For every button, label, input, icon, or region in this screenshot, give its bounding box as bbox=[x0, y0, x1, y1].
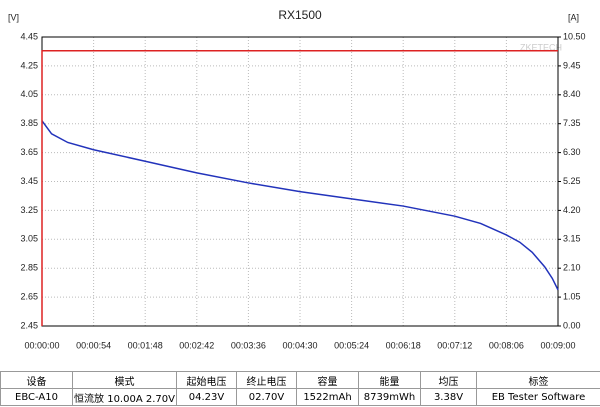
table-cell: 8739mWh bbox=[358, 388, 421, 406]
y-tick-label: 2.85 bbox=[20, 263, 38, 273]
info-table: 设备 模式 起始电压 终止电压 容量 能量 均压 标签 EBC-A10 恒流放 10.00A 2… bbox=[0, 371, 600, 406]
table-cell: 1522mAh bbox=[296, 388, 359, 406]
x-tick-label: 00:06:18 bbox=[386, 340, 421, 350]
y-tick-label: 2.45 bbox=[20, 320, 38, 330]
series-line bbox=[41, 120, 559, 291]
watermark: ZKETECH bbox=[520, 42, 562, 52]
y-tick-label: 2.65 bbox=[20, 291, 38, 301]
data-row: EBC-A10 恒流放 10.00A 2.70V 04.23V 02.70V 1522m… bbox=[0, 388, 600, 406]
y-tick-label: 4.05 bbox=[20, 89, 38, 99]
chart-title: RX1500 bbox=[278, 8, 322, 22]
x-tick-label: 00:00:00 bbox=[24, 340, 59, 350]
y2-tick-label: 5.25 bbox=[563, 176, 581, 186]
table-cell: 3.38V bbox=[420, 388, 477, 406]
x-tick-label: 00:07:12 bbox=[437, 340, 472, 350]
table-cell: 标签 bbox=[476, 371, 600, 389]
table-cell: 起始电压 bbox=[176, 371, 237, 389]
x-tick-label: 00:05:24 bbox=[334, 340, 369, 350]
table-cell: 恒流放 10.00A 2.70V bbox=[72, 388, 177, 406]
x-tick-label: 00:01:48 bbox=[128, 340, 163, 350]
y2-tick-label: 4.20 bbox=[563, 205, 581, 215]
table-cell: EB Tester Software bbox=[476, 388, 600, 406]
y-tick-label: 3.05 bbox=[20, 234, 38, 244]
y-tick-label: 4.25 bbox=[20, 60, 38, 70]
table-cell: EBC-A10 bbox=[0, 388, 73, 406]
table-cell: 容量 bbox=[296, 371, 359, 389]
series-line bbox=[41, 50, 558, 326]
chart: RX1500 [V] [A] ZKETECH 00:00:00 00:00:54 0… bbox=[8, 8, 586, 350]
y2-tick-label: 2.10 bbox=[563, 263, 581, 273]
y2-tick-label: 3.15 bbox=[563, 234, 581, 244]
y2-tick-label: 1.05 bbox=[563, 291, 581, 301]
x-tick-label: 00:09:00 bbox=[540, 340, 575, 350]
y-tick-label: 3.85 bbox=[20, 118, 38, 128]
y2-tick-label: 9.45 bbox=[563, 60, 581, 70]
y-tick-label: 3.65 bbox=[20, 147, 38, 157]
y-tick-label: 4.45 bbox=[20, 31, 38, 41]
table-cell: 终止电压 bbox=[236, 371, 297, 389]
y-tick-label: 3.45 bbox=[20, 176, 38, 186]
y2-axis-label: [A] bbox=[568, 12, 579, 22]
y2-tick-label: 10.50 bbox=[563, 31, 586, 41]
y-axis-label: [V] bbox=[8, 12, 19, 22]
x-tick-label: 00:04:30 bbox=[282, 340, 317, 350]
x-tick-label: 00:02:42 bbox=[179, 340, 214, 350]
table-cell: 能量 bbox=[358, 371, 421, 389]
y2-tick-label: 7.35 bbox=[563, 118, 581, 128]
y2-tick-label: 6.30 bbox=[563, 147, 581, 157]
x-tick-label: 00:08:06 bbox=[489, 340, 524, 350]
table-cell: 02.70V bbox=[236, 388, 297, 406]
x-tick-label: 00:03:36 bbox=[231, 340, 266, 350]
table-cell: 模式 bbox=[72, 371, 177, 389]
table-cell: 均压 bbox=[420, 371, 477, 389]
y2-tick-label: 0.00 bbox=[563, 320, 581, 330]
y-tick-label: 3.25 bbox=[20, 205, 38, 215]
x-tick-label: 00:00:54 bbox=[76, 340, 111, 350]
table-cell: 设备 bbox=[0, 371, 73, 389]
table-cell: 04.23V bbox=[176, 388, 237, 406]
y2-tick-label: 8.40 bbox=[563, 89, 581, 99]
header-row: 设备 模式 起始电压 终止电压 容量 能量 均压 标签 bbox=[0, 371, 600, 389]
